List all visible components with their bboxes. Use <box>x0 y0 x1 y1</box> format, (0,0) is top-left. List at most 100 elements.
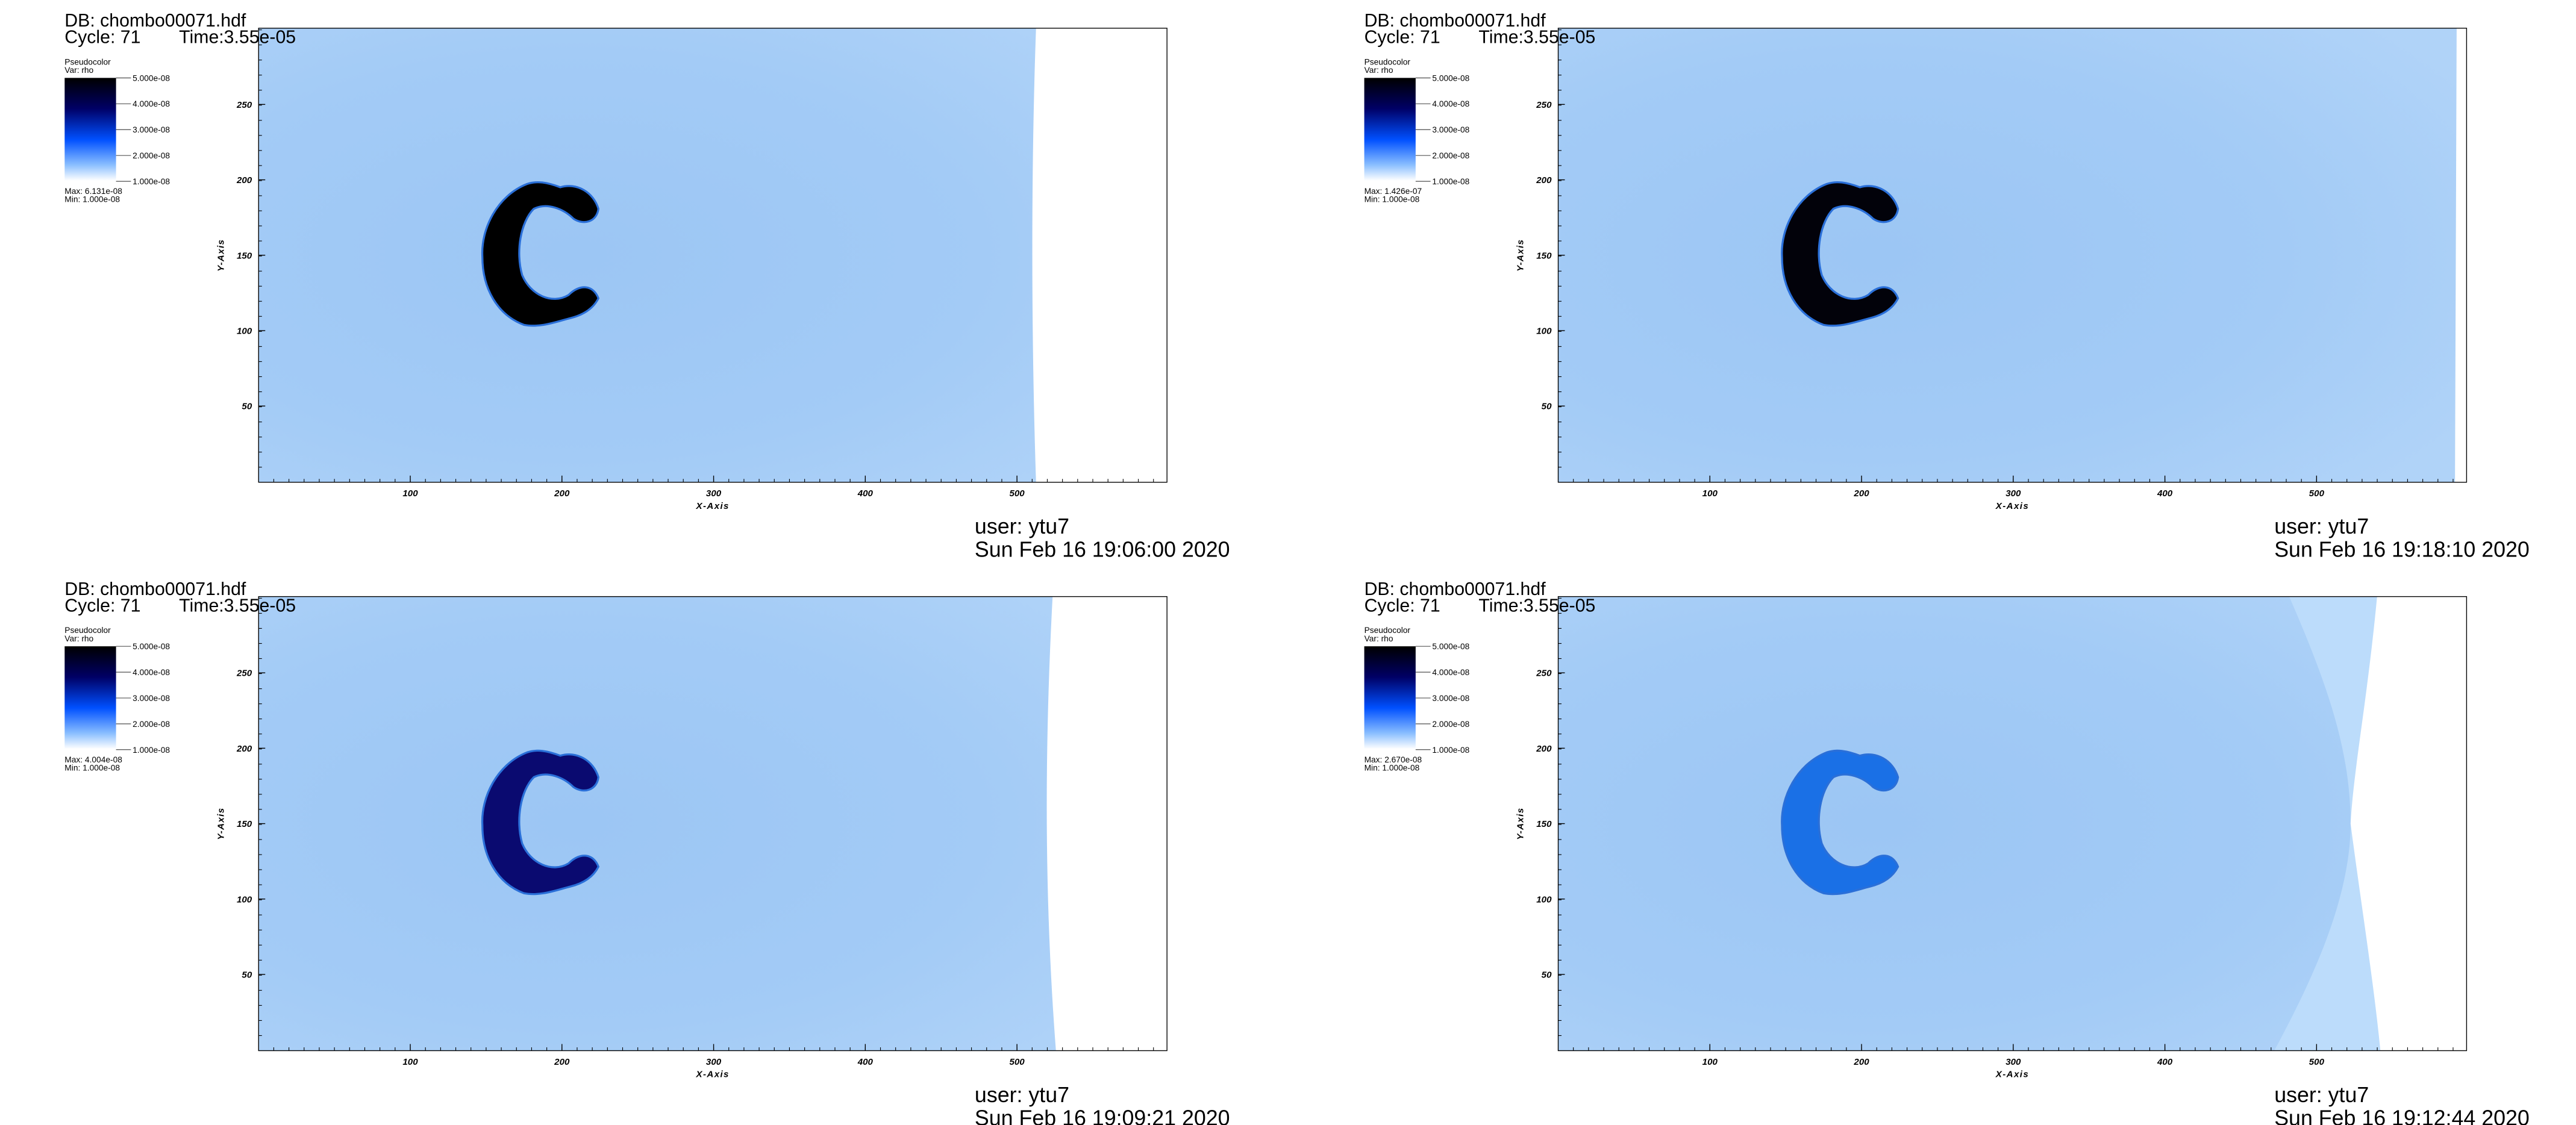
y-tick-label: 250 <box>236 100 252 110</box>
min-label: Min: 1.000e-08 <box>1365 195 1420 204</box>
db-label: DB: chombo00071.hdf <box>1365 579 1546 599</box>
y-tick-label: 200 <box>1536 744 1552 754</box>
user-label: user: ytu7 <box>2274 1083 2369 1107</box>
y-tick-label: 50 <box>1542 970 1552 980</box>
colorbar-tick-label: 1.000e-08 <box>1432 177 1469 186</box>
x-tick-label: 100 <box>1702 488 1718 499</box>
density-blob <box>1781 181 1899 327</box>
colorbar-tick-label: 1.000e-08 <box>1432 746 1469 755</box>
density-blob <box>481 749 600 896</box>
colorbar <box>1364 78 1416 181</box>
user-label: user: ytu7 <box>975 514 1069 538</box>
colorbar-tick-label: 3.000e-08 <box>133 694 170 703</box>
colorbar-tick-label: 3.000e-08 <box>133 125 170 134</box>
date-label: Sun Feb 16 19:12:44 2020 <box>2274 1106 2530 1125</box>
var-name: Var: rho <box>64 634 93 643</box>
db-label: DB: chombo00071.hdf <box>1365 11 1546 31</box>
x-tick-label: 100 <box>402 488 418 499</box>
x-tick-label: 300 <box>2005 1057 2021 1067</box>
shock-region <box>1046 596 1168 1051</box>
colorbar-tick-label: 4.000e-08 <box>1432 99 1469 108</box>
y-tick-label: 50 <box>242 402 252 412</box>
min-label: Min: 1.000e-08 <box>1365 764 1420 773</box>
shock-region <box>1032 28 1168 482</box>
plot-type: Pseudocolor <box>1365 626 1411 635</box>
y-tick-label: 250 <box>236 668 252 679</box>
x-tick-label: 300 <box>706 1057 722 1067</box>
y-tick-label: 150 <box>237 251 252 261</box>
colorbar <box>1364 646 1416 749</box>
colorbar-tick-label: 1.000e-08 <box>133 177 170 186</box>
y-axis-label: Y-Axis <box>1516 807 1526 840</box>
x-tick-label: 400 <box>2157 488 2173 499</box>
var-name: Var: rho <box>1365 634 1393 643</box>
time-label: Time:3.55e-05 <box>1478 28 1595 48</box>
x-tick-label: 500 <box>1009 1057 1025 1067</box>
colorbar-tick-label: 1.000e-08 <box>133 746 170 755</box>
colorbar-tick-label: 5.000e-08 <box>133 73 170 83</box>
max-label: Max: 6.131e-08 <box>64 187 122 196</box>
time-label: Time:3.55e-05 <box>1478 596 1595 615</box>
colorbar-tick-label: 2.000e-08 <box>133 720 170 729</box>
y-tick-label: 150 <box>1536 819 1552 829</box>
colorbar-tick-label: 4.000e-08 <box>133 668 170 677</box>
time-label: Time:3.55e-05 <box>179 28 296 48</box>
x-tick-label: 200 <box>554 1057 570 1067</box>
time-label: Time:3.55e-05 <box>179 596 296 615</box>
colorbar-tick-label: 5.000e-08 <box>1432 642 1469 651</box>
x-axis-label: X-Axis <box>1995 1070 2029 1080</box>
min-label: Min: 1.000e-08 <box>64 764 120 773</box>
cycle-label: Cycle: 71 <box>64 596 140 615</box>
y-tick-label: 100 <box>1536 894 1552 905</box>
max-label: Max: 4.004e-08 <box>64 755 122 764</box>
plot-type: Pseudocolor <box>1365 57 1411 66</box>
plot-field <box>1558 28 2467 482</box>
x-tick-label: 300 <box>706 488 722 499</box>
y-axis-label: Y-Axis <box>1516 239 1526 272</box>
var-name: Var: rho <box>1365 66 1393 75</box>
x-tick-label: 100 <box>1702 1057 1718 1067</box>
shock-band <box>2274 596 2381 1051</box>
x-axis-label: X-Axis <box>696 1070 730 1080</box>
plot-type: Pseudocolor <box>64 57 111 66</box>
date-label: Sun Feb 16 19:06:00 2020 <box>975 538 1230 562</box>
colorbar-tick-label: 4.000e-08 <box>133 99 170 108</box>
shock-region <box>2455 28 2467 482</box>
x-tick-label: 400 <box>857 1057 874 1067</box>
plot-type: Pseudocolor <box>64 626 111 635</box>
x-tick-label: 200 <box>1853 1057 1869 1067</box>
x-tick-label: 200 <box>1853 488 1869 499</box>
colorbar <box>64 646 116 749</box>
shock-region <box>2350 596 2467 1051</box>
cycle-label: Cycle: 71 <box>64 28 140 48</box>
db-label: DB: chombo00071.hdf <box>64 11 246 31</box>
colorbar <box>64 78 116 181</box>
date-label: Sun Feb 16 19:18:10 2020 <box>2274 538 2530 562</box>
y-tick-label: 250 <box>1536 668 1552 679</box>
plot-field <box>258 596 1168 1051</box>
y-tick-label: 100 <box>1536 326 1552 336</box>
plot-field <box>258 28 1168 482</box>
x-tick-label: 200 <box>554 488 570 499</box>
x-axis-label: X-Axis <box>696 501 730 511</box>
colorbar-tick-label: 3.000e-08 <box>1432 694 1469 703</box>
max-label: Max: 2.670e-08 <box>1365 755 1422 764</box>
cycle-label: Cycle: 71 <box>1365 596 1440 615</box>
max-label: Max: 1.426e-07 <box>1365 187 1422 196</box>
x-tick-label: 400 <box>2157 1057 2173 1067</box>
colorbar-tick-label: 2.000e-08 <box>1432 151 1469 160</box>
db-label: DB: chombo00071.hdf <box>64 579 246 599</box>
y-tick-label: 100 <box>237 894 252 905</box>
x-tick-label: 100 <box>402 1057 418 1067</box>
colorbar-tick-label: 5.000e-08 <box>1432 73 1469 83</box>
y-tick-label: 200 <box>236 175 252 185</box>
user-label: user: ytu7 <box>2274 514 2369 538</box>
x-tick-label: 300 <box>2005 488 2021 499</box>
colorbar-tick-label: 2.000e-08 <box>133 151 170 160</box>
cycle-label: Cycle: 71 <box>1365 28 1440 48</box>
colorbar-tick-label: 2.000e-08 <box>1432 720 1469 729</box>
